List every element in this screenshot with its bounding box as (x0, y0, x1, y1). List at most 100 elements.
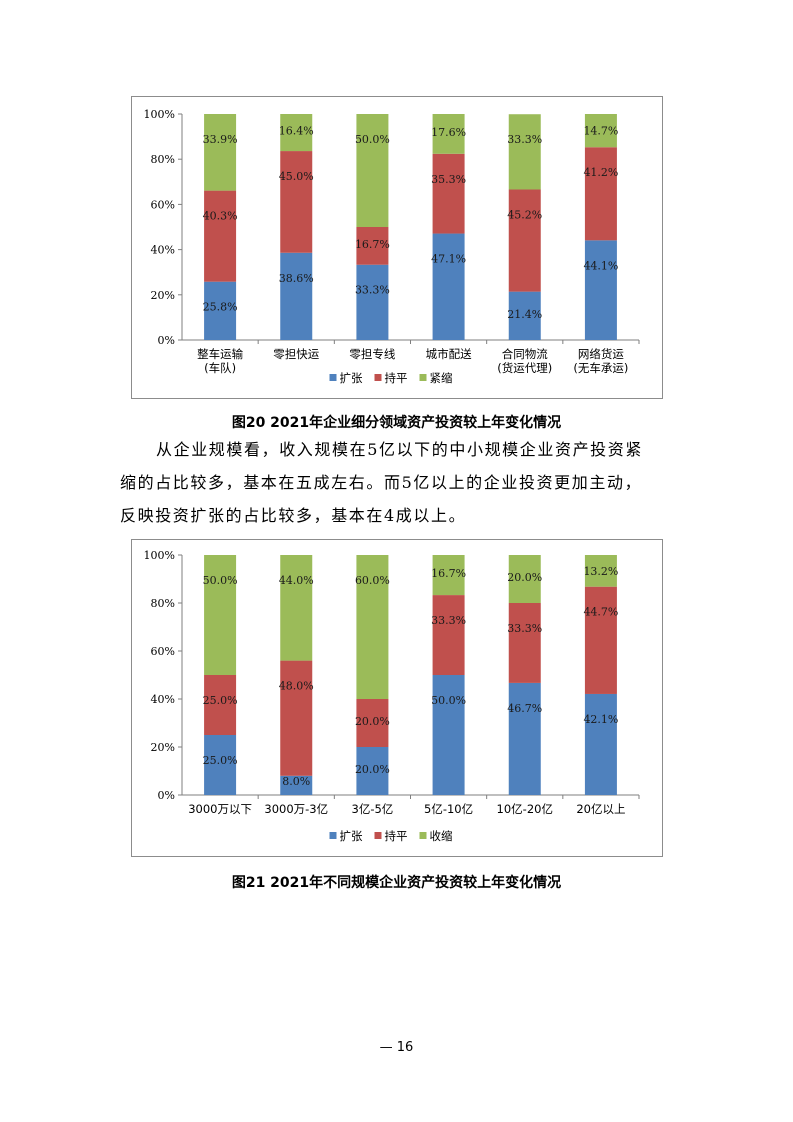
fig21-bar-扩张 (432, 675, 465, 795)
fig21-bar-收缩 (280, 555, 313, 661)
fig20-legend-label: 紧缩 (430, 371, 453, 385)
fig21-bar-收缩 (356, 555, 389, 699)
fig21-bar-持平 (432, 595, 465, 675)
fig20-category-label: (无车承运) (573, 361, 628, 375)
fig20-bar-持平 (204, 190, 237, 282)
fig20-data-label: 44.1% (583, 259, 618, 272)
fig20-data-label: 14.7% (583, 125, 618, 138)
fig21-data-label: 16.7% (431, 567, 466, 580)
fig20-data-label: 21.4% (507, 308, 542, 321)
figure-20-caption: 图20 2021年企业细分领域资产投资较上年变化情况 (231, 415, 562, 431)
fig21-data-label: 42.1% (583, 713, 618, 726)
fig20-bar-紧缩 (280, 114, 313, 152)
fig20-bar-紧缩 (204, 114, 237, 191)
fig21-legend-label: 持平 (385, 829, 408, 843)
figure-20-svg: 0% 20% 40% 60% 80% 100% 25.8% 40.3% 33.9% 整车运输(车队… (144, 108, 640, 385)
fig20-y-tick-label: 40% (151, 244, 175, 257)
fig20-bar-持平 (584, 147, 617, 241)
fig20-bar-紧缩 (508, 114, 541, 190)
fig21-data-label: 50.0% (203, 574, 238, 587)
fig20-data-label: 33.3% (507, 133, 542, 146)
fig21-data-label: 48.0% (279, 680, 314, 693)
fig20-y-tick-label: 80% (151, 153, 175, 166)
fig20-data-label: 16.4% (279, 125, 314, 138)
fig21-legend-swatch (419, 832, 427, 839)
fig20-data-label: 41.2% (583, 166, 618, 179)
fig21-bar-持平 (584, 586, 617, 694)
fig21-bar-收缩 (508, 555, 541, 603)
paragraph-line-1: 从企业规模看，收入规模在5亿以下的中小规模企业资产投资紧 (156, 440, 643, 459)
fig21-data-label: 50.0% (431, 694, 466, 707)
fig21-bar-扩张 (584, 693, 617, 795)
fig21-bar-收缩 (204, 555, 237, 675)
fig20-bar-持平 (280, 151, 313, 253)
fig20-category-label: 合同物流 (502, 347, 548, 361)
body-paragraph: 从企业规模看，收入规模在5亿以下的中小规模企业资产投资紧 缩的占比较多，基本在五… (120, 433, 680, 532)
fig21-bar-扩张 (508, 682, 541, 795)
fig21-legend-swatch (374, 832, 382, 839)
fig20-data-label: 40.3% (203, 210, 238, 223)
fig20-data-label: 33.3% (355, 284, 390, 297)
fig20-data-label: 38.6% (279, 272, 314, 285)
fig21-bar-持平 (204, 675, 237, 735)
fig20-bar-持平 (356, 227, 389, 265)
fig20-legend-swatch (374, 374, 382, 381)
fig21-category-label: 3亿-5亿 (352, 802, 394, 816)
fig20-y-tick-label: 0% (158, 334, 175, 347)
figure-21-svg: 0% 20% 40% 60% 80% 100% 25.0% 25.0% 50.0% 3000万以下… (144, 549, 640, 843)
fig20-y-tick-label: 20% (151, 289, 175, 302)
fig21-data-label: 33.3% (507, 622, 542, 635)
fig21-y-tick-label: 60% (151, 645, 175, 658)
fig20-data-label: 25.8% (203, 301, 238, 314)
fig21-bar-扩张 (356, 747, 389, 795)
fig20-data-label: 45.2% (507, 208, 542, 221)
fig20-bar-扩张 (432, 233, 465, 340)
fig20-bar-扩张 (584, 240, 617, 340)
fig21-y-tick-label: 0% (158, 789, 175, 802)
fig21-category-label: 5亿-10亿 (424, 802, 473, 816)
fig21-data-label: 20.0% (355, 763, 390, 776)
fig21-bar-持平 (356, 699, 389, 747)
fig20-data-label: 45.0% (279, 170, 314, 183)
fig20-bar-持平 (508, 189, 541, 292)
fig21-data-label: 20.0% (507, 571, 542, 584)
fig21-data-label: 25.0% (203, 694, 238, 707)
fig21-bar-收缩 (432, 555, 465, 596)
fig20-data-label: 50.0% (355, 133, 390, 146)
fig21-bar-持平 (280, 660, 313, 776)
fig20-bar-扩张 (280, 252, 313, 340)
fig21-data-label: 60.0% (355, 574, 390, 587)
fig21-legend-label: 扩张 (340, 829, 363, 843)
fig21-legend-label: 收缩 (430, 829, 453, 843)
fig20-bar-扩张 (356, 264, 389, 340)
fig20-category-label: (货运代理) (497, 361, 552, 375)
fig20-y-tick-label: 60% (151, 198, 175, 211)
fig21-data-label: 44.7% (583, 606, 618, 619)
fig21-category-label: 3000万-3亿 (264, 802, 328, 816)
fig20-data-label: 17.6% (431, 126, 466, 139)
fig20-bar-紧缩 (356, 114, 389, 227)
fig20-bar-扩张 (508, 291, 541, 340)
fig20-data-label: 47.1% (431, 253, 466, 266)
fig21-y-tick-label: 100% (144, 549, 175, 562)
fig20-data-label: 16.7% (355, 238, 390, 251)
fig20-legend-swatch (329, 374, 337, 381)
fig21-data-label: 25.0% (203, 754, 238, 767)
fig21-y-tick-label: 80% (151, 597, 175, 610)
fig21-category-label: 20亿以上 (576, 802, 625, 816)
fig20-bar-紧缩 (584, 114, 617, 148)
fig21-data-label: 13.2% (583, 565, 618, 578)
fig21-category-label: 10亿-20亿 (497, 802, 553, 816)
fig21-category-label: 3000万以下 (188, 802, 252, 816)
paragraph-line-2: 缩的占比较多，基本在五成左右。而5亿以上的企业投资更加主动， (120, 473, 643, 492)
fig20-category-label: 城市配送 (426, 347, 472, 361)
fig21-bar-收缩 (584, 555, 617, 587)
paragraph-line-3: 反映投资扩张的占比较多，基本在4成以上。 (120, 506, 467, 525)
fig21-bar-扩张 (204, 735, 237, 795)
figure-20-chart: 0% 20% 40% 60% 80% 100% 25.8% 40.3% 33.9% 整车运输 (车队… (131, 96, 663, 399)
fig20-bar-扩张 (204, 281, 237, 340)
fig21-data-label: 33.3% (431, 614, 466, 627)
fig20-bar-持平 (432, 153, 465, 234)
fig20-category-label: (车队) (204, 361, 236, 375)
fig21-data-label: 44.0% (279, 574, 314, 587)
